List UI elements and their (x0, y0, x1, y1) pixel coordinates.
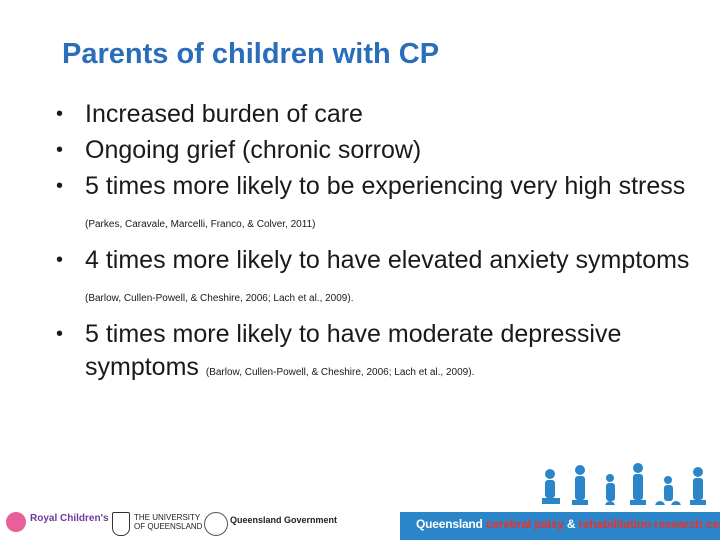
bullet-item: • 4 times more likely to have elevated a… (56, 244, 706, 315)
bullet-dot-icon: • (56, 139, 64, 161)
citation: (Barlow, Cullen-Powell, & Cheshire, 2006… (85, 293, 354, 304)
logo-royal-childrens: Royal Children's (6, 510, 109, 540)
bullet-dot-icon: • (56, 323, 64, 345)
uq-line1: THE UNIVERSITY (134, 513, 201, 522)
bullet-text: 5 times more likely to be experiencing v… (85, 172, 686, 200)
qg-logo-text: Queensland Government (230, 515, 338, 525)
rch-logo-icon (6, 512, 26, 532)
logo-queensland-government: Queensland Government (204, 510, 354, 540)
slide-title: Parents of children with CP (62, 38, 440, 70)
citation: (Barlow, Cullen-Powell, & Cheshire, 2006… (205, 367, 475, 378)
bullet-item: • 5 times more likely to be experiencing… (56, 170, 706, 241)
citation: (Parkes, Caravale, Marcelli, Franco, & C… (85, 219, 316, 230)
bullet-item: • Increased burden of care (56, 98, 706, 131)
bullet-text: 5 times more likely to have moderate dep… (85, 320, 622, 381)
logo-university-of-queensland: THE UNIVERSITY OF QUEENSLAND (112, 510, 203, 540)
research-centre-name: Queensland cerebral palsy & rehabilitati… (416, 517, 720, 531)
bullet-dot-icon: • (56, 175, 64, 197)
uq-crest-icon (112, 512, 130, 536)
bullet-dot-icon: • (56, 249, 64, 271)
bullet-text: Increased burden of care (85, 100, 363, 128)
uq-line2: OF QUEENSLAND (134, 522, 203, 531)
qg-crest-icon (204, 512, 228, 536)
bullet-text: Ongoing grief (chronic sorrow) (85, 136, 422, 164)
rch-logo-text: Royal Children's (30, 513, 109, 524)
children-silhouettes-icon (542, 463, 706, 511)
footer-band (400, 512, 720, 540)
bullet-item: • 5 times more likely to have moderate d… (56, 318, 706, 389)
bullet-item: • Ongoing grief (chronic sorrow) (56, 134, 706, 167)
bullet-list: • Increased burden of care • Ongoing gri… (56, 98, 706, 392)
bullet-text: 4 times more likely to have elevated anx… (85, 246, 690, 274)
bullet-dot-icon: • (56, 103, 64, 125)
